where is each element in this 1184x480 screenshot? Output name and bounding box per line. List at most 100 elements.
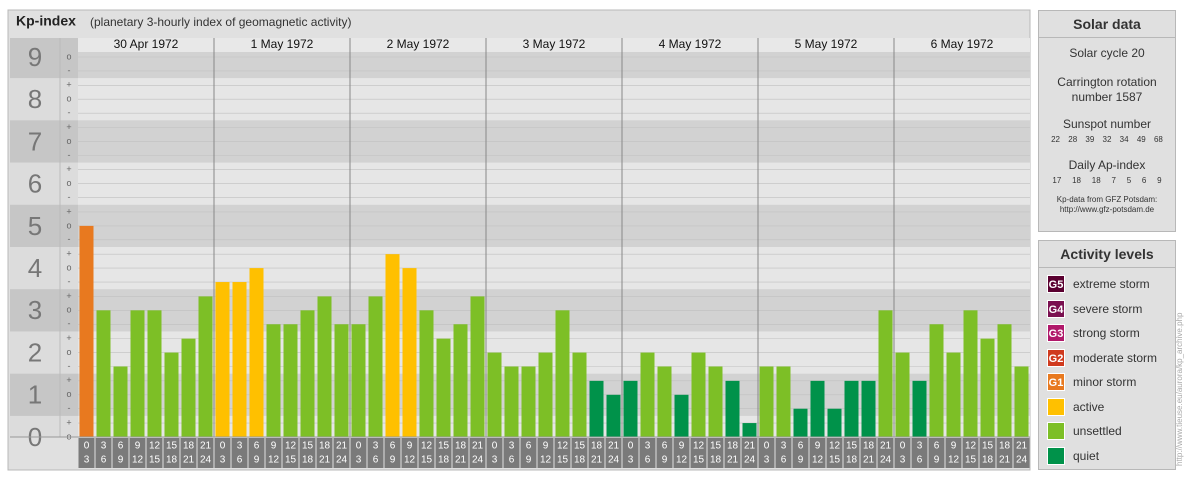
hour-cell (214, 438, 231, 468)
legend-item: active (1039, 395, 1175, 420)
hour-label: 12 (132, 455, 144, 466)
hour-label: 15 (846, 441, 858, 452)
hour-cell (588, 438, 605, 468)
hour-label: 6 (662, 441, 668, 452)
hour-label: 3 (220, 455, 226, 466)
minor-tick-label: - (68, 65, 71, 75)
hour-label: 24 (472, 455, 484, 466)
minor-tick-label: o (66, 94, 71, 104)
hour-label: 9 (271, 441, 277, 452)
hour-cell (418, 438, 435, 468)
bar (929, 324, 944, 437)
sunspot-number: 49 (1136, 135, 1146, 144)
hour-cell (571, 438, 588, 468)
hour-cell (197, 438, 214, 468)
hour-label: 9 (543, 441, 549, 452)
legend-item: G2 moderate storm (1039, 346, 1175, 371)
hour-label: 15 (557, 455, 569, 466)
bar (946, 352, 961, 437)
hour-label: 3 (237, 441, 243, 452)
solar-panel: Solar data Solar cycle 20 Carrington rot… (1038, 10, 1176, 232)
bar (283, 324, 298, 437)
bar (538, 352, 553, 437)
y-tick-label: 8 (28, 84, 42, 114)
hour-label: 3 (628, 455, 634, 466)
bar (657, 366, 672, 437)
hour-cell (112, 438, 129, 468)
sunspot-number: 68 (1153, 135, 1163, 144)
hour-label: 9 (118, 455, 124, 466)
activity-panel: Activity levels G5 extreme storm G4 severe … (1038, 240, 1176, 470)
bar (96, 310, 111, 437)
hour-label: 15 (693, 455, 705, 466)
hour-label: 12 (557, 441, 569, 452)
bar (912, 380, 927, 437)
bar (232, 282, 247, 437)
hour-cell (996, 438, 1013, 468)
hour-label: 9 (679, 441, 685, 452)
hour-label: 15 (149, 455, 161, 466)
y-tick-label: 6 (28, 169, 42, 199)
hour-cell (690, 438, 707, 468)
bar (504, 366, 519, 437)
y-tick-label: 9 (28, 42, 42, 72)
bar (419, 310, 434, 437)
ap-value: 7 (1111, 176, 1116, 185)
hour-label: 15 (829, 455, 841, 466)
day-label: 4 May 1972 (659, 37, 722, 51)
day-label: 5 May 1972 (795, 37, 858, 51)
bar (606, 394, 621, 437)
legend-label: severe storm (1073, 301, 1143, 316)
y-tick-label: 3 (28, 295, 42, 325)
ap-title: Daily Ap-index (1068, 158, 1146, 172)
bar (181, 338, 196, 437)
hour-label: 18 (319, 441, 331, 452)
hour-label: 3 (764, 455, 770, 466)
bar (436, 338, 451, 437)
sunspot-number: 39 (1085, 135, 1095, 144)
hour-cell (792, 438, 809, 468)
hour-label: 24 (200, 455, 212, 466)
day-label: 2 May 1972 (387, 37, 450, 51)
hour-cell (928, 438, 945, 468)
hour-label: 9 (135, 441, 141, 452)
hour-label: 21 (472, 441, 484, 452)
minor-tick-label: o (66, 178, 71, 188)
legend-item: quiet (1039, 444, 1175, 469)
ap-value: 5 (1126, 176, 1132, 185)
hour-label: 3 (645, 441, 651, 452)
panel-title: Solar data (1039, 11, 1175, 38)
hour-cell (826, 438, 843, 468)
hour-label: 12 (829, 441, 841, 452)
hour-cell (843, 438, 860, 468)
hour-cell (911, 438, 928, 468)
hour-cell (316, 438, 333, 468)
bar (623, 380, 638, 437)
hour-label: 24 (608, 455, 620, 466)
bar (725, 380, 740, 437)
legend-swatch: G5 (1047, 275, 1065, 294)
hour-label: 18 (982, 455, 994, 466)
legend-swatch: G1 (1047, 373, 1065, 392)
band (10, 38, 78, 79)
y-tick-label: 2 (28, 337, 42, 367)
bar (827, 408, 842, 437)
hour-label: 9 (407, 441, 413, 452)
hour-label: 6 (254, 441, 260, 452)
hour-label: 12 (676, 455, 688, 466)
day-label: 1 May 1972 (251, 37, 314, 51)
bar (844, 380, 859, 437)
sunspot-number: 28 (1068, 135, 1078, 144)
minor-tick-label: + (66, 333, 71, 343)
hour-label: 15 (982, 441, 994, 452)
hour-cell (520, 438, 537, 468)
hour-label: 21 (727, 455, 739, 466)
minor-tick-label: + (66, 122, 71, 132)
legend-label: unsettled (1073, 424, 1122, 439)
hour-label: 6 (917, 455, 923, 466)
hour-cell (486, 438, 503, 468)
hour-label: 18 (710, 455, 722, 466)
bar (589, 380, 604, 437)
hour-label: 24 (744, 455, 756, 466)
legend: G5 extreme storm G4 severe storm G3 strong st… (1039, 272, 1175, 468)
